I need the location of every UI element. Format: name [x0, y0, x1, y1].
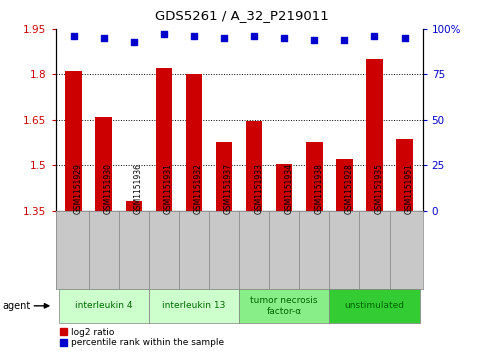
Text: GSM1151935: GSM1151935	[374, 163, 384, 215]
Text: GSM1151931: GSM1151931	[164, 164, 173, 215]
Bar	[156, 68, 172, 211]
Bar	[126, 201, 142, 211]
Text: GSM1151937: GSM1151937	[224, 163, 233, 215]
Point	[100, 35, 108, 41]
Bar	[239, 289, 329, 323]
Point	[70, 33, 77, 39]
Bar	[366, 59, 383, 211]
Text: GSM1151928: GSM1151928	[344, 164, 354, 215]
Point	[250, 33, 258, 39]
Text: GSM1151932: GSM1151932	[194, 164, 203, 215]
Legend: log2 ratio, percentile rank within the sample: log2 ratio, percentile rank within the s…	[60, 327, 224, 347]
Bar	[65, 72, 82, 211]
Bar	[329, 289, 420, 323]
Bar	[216, 143, 232, 211]
Bar	[396, 139, 413, 211]
Point	[220, 35, 228, 41]
Bar	[276, 164, 293, 211]
Point	[280, 35, 288, 41]
Text: GSM1151933: GSM1151933	[254, 163, 263, 215]
Text: GSM1151934: GSM1151934	[284, 163, 293, 215]
Point	[130, 39, 138, 45]
Bar	[246, 121, 262, 211]
Text: interleukin 13: interleukin 13	[162, 301, 226, 310]
Text: GSM1151951: GSM1151951	[405, 164, 413, 215]
Text: GSM1151930: GSM1151930	[104, 163, 113, 215]
Text: GSM1151938: GSM1151938	[314, 164, 323, 215]
Point	[160, 32, 168, 37]
Bar	[185, 74, 202, 211]
Text: tumor necrosis
factor-α: tumor necrosis factor-α	[251, 296, 318, 315]
Point	[401, 35, 409, 41]
Text: GDS5261 / A_32_P219011: GDS5261 / A_32_P219011	[155, 9, 328, 22]
Bar	[58, 289, 149, 323]
Text: interleukin 4: interleukin 4	[75, 301, 132, 310]
Text: GSM1151936: GSM1151936	[134, 163, 143, 215]
Bar	[149, 289, 239, 323]
Point	[190, 33, 198, 39]
Bar	[336, 159, 353, 211]
Point	[341, 37, 348, 43]
Bar	[306, 143, 323, 211]
Text: agent: agent	[2, 301, 30, 311]
Point	[370, 33, 378, 39]
Bar	[96, 117, 112, 211]
Point	[311, 37, 318, 43]
Text: GSM1151929: GSM1151929	[73, 164, 83, 215]
Text: unstimulated: unstimulated	[344, 301, 404, 310]
